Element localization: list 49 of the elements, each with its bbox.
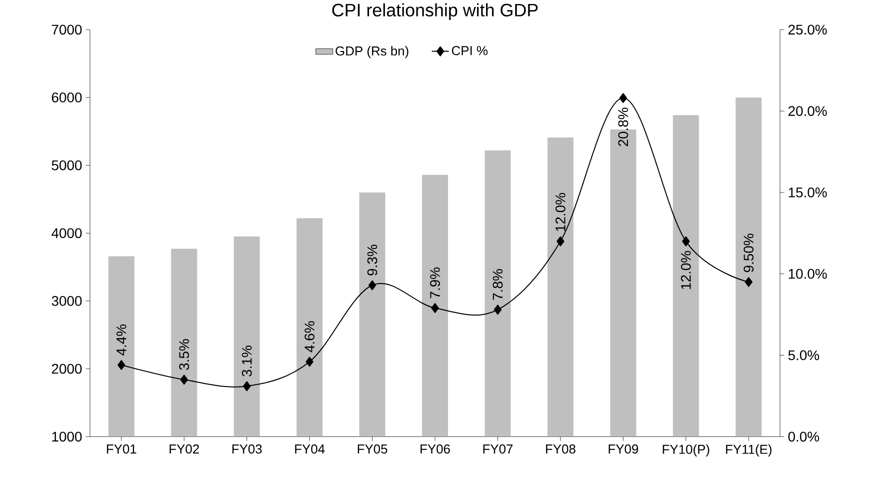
data-label: 9.3%: [367, 244, 378, 276]
x-tick-label: FY05: [358, 444, 388, 454]
x-tick-label: FY04: [295, 444, 325, 454]
x-tick-label: FY02: [170, 444, 199, 454]
point: [306, 356, 314, 367]
x-tick-label: FY08: [546, 444, 576, 454]
x-tick-label: FY10(P): [662, 444, 710, 457]
legend-label: GDP (Rs bn): [336, 46, 408, 58]
x-tick-label: FY07: [483, 444, 513, 454]
data-label: 3.5%: [179, 339, 190, 370]
y2-tick-label: 0.0%: [788, 432, 820, 442]
y-tick-label: 4000: [52, 228, 82, 238]
point: [619, 93, 628, 104]
y-tick-label: 3000: [52, 296, 82, 306]
point: [242, 381, 251, 392]
x-tick-label: FY03: [232, 444, 262, 454]
point: [118, 360, 126, 370]
y2-tick-label: 5.0%: [788, 350, 820, 360]
data-label: 12.0%: [556, 193, 566, 232]
y-tick-label: 1000: [52, 432, 82, 442]
y-tick-label: 7000: [52, 24, 82, 35]
point: [682, 236, 690, 246]
point: [431, 303, 439, 314]
point: [494, 304, 502, 315]
y2-tick-label: 15.0%: [788, 188, 827, 198]
x-tick-label: FY11(E): [726, 444, 772, 457]
data-label: 12.0%: [680, 251, 691, 290]
point: [368, 280, 376, 290]
y-tick-label: 6000: [52, 92, 82, 103]
y2-tick-label: 10.0%: [788, 269, 827, 279]
x-tick-label: FY06: [420, 444, 450, 454]
y-tick-label: 5000: [52, 160, 82, 170]
data-label: 3.1%: [242, 346, 252, 377]
point: [744, 277, 752, 288]
data-label: 4.4%: [116, 324, 126, 356]
data-label: 7.9%: [430, 268, 440, 298]
x-tick-label: FY01: [106, 444, 136, 454]
point: [556, 236, 564, 246]
legend-label: CPI %: [452, 46, 488, 56]
chart-title: CPI relationship with GDP: [332, 3, 538, 20]
y-tick-label: 2000: [52, 364, 82, 374]
x-tick-label: FY09: [608, 444, 638, 454]
data-label: 9.50%: [744, 234, 754, 272]
data-label: 20.8%: [618, 108, 628, 146]
point: [180, 374, 188, 385]
data-label: 7.8%: [492, 269, 503, 300]
data-label: 4.6%: [304, 321, 314, 352]
y2-tick-label: 25.0%: [788, 24, 827, 35]
y2-tick-label: 20.0%: [788, 106, 827, 116]
